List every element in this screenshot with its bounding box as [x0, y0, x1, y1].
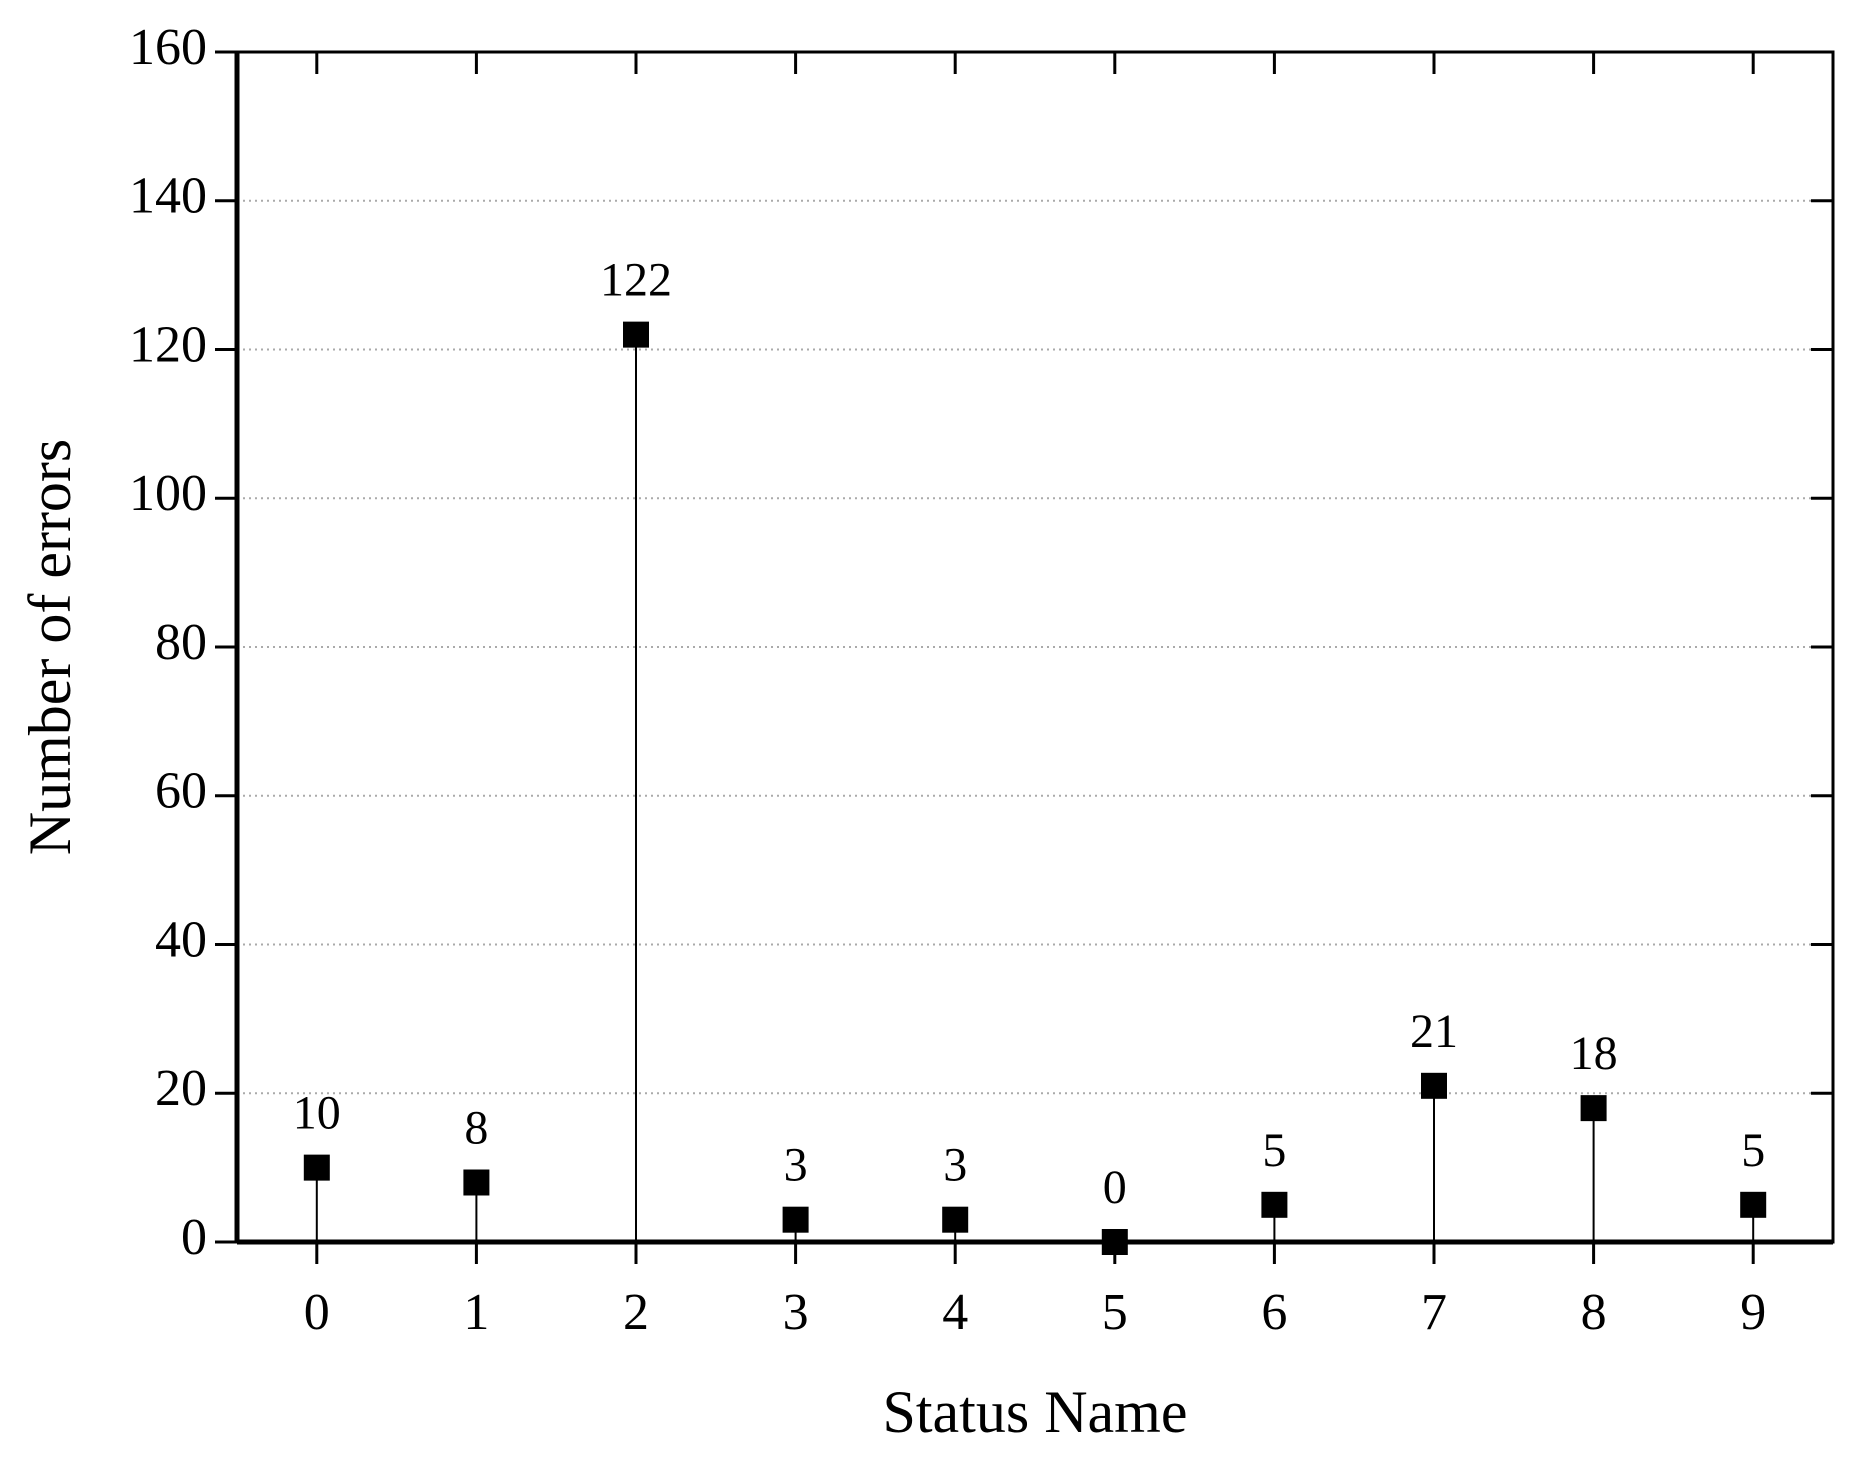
x-tick-label: 2 — [623, 1284, 649, 1341]
y-tick-label: 100 — [129, 465, 207, 522]
marker — [782, 1206, 809, 1233]
value-label: 8 — [464, 1102, 488, 1155]
x-axis-label: Status Name — [883, 1379, 1188, 1445]
marker — [1261, 1191, 1288, 1218]
x-tick-label: 9 — [1740, 1284, 1766, 1341]
value-label: 0 — [1103, 1161, 1127, 1214]
marker — [1101, 1229, 1128, 1255]
value-label: 10 — [293, 1087, 341, 1140]
value-label: 21 — [1410, 1005, 1458, 1058]
y-tick-label: 140 — [129, 168, 207, 225]
x-tick-label: 0 — [304, 1284, 330, 1341]
marker — [1580, 1095, 1607, 1122]
marker — [463, 1169, 490, 1196]
value-label: 5 — [1741, 1124, 1765, 1177]
value-label: 3 — [943, 1139, 967, 1192]
value-label: 3 — [784, 1139, 808, 1192]
marker — [303, 1154, 330, 1181]
x-tick-label: 8 — [1581, 1284, 1607, 1341]
y-tick-label: 80 — [155, 614, 207, 671]
y-tick-label: 40 — [155, 911, 207, 968]
y-tick-label: 120 — [129, 316, 207, 373]
value-label: 122 — [600, 254, 672, 307]
marker — [1740, 1191, 1767, 1218]
x-tick-label: 7 — [1421, 1284, 1447, 1341]
y-axis-label: Number of errors — [17, 439, 83, 856]
marker — [942, 1206, 969, 1233]
x-tick-label: 1 — [463, 1284, 489, 1341]
marker — [623, 321, 649, 348]
y-tick-label: 60 — [155, 763, 207, 820]
y-tick-label: 160 — [129, 19, 207, 76]
x-tick-label: 6 — [1261, 1284, 1287, 1341]
y-tick-label: 20 — [155, 1060, 207, 1117]
y-tick-label: 0 — [181, 1209, 207, 1266]
x-tick-label: 4 — [942, 1284, 968, 1341]
x-tick-label: 3 — [783, 1284, 809, 1341]
x-tick-label: 5 — [1102, 1284, 1128, 1341]
marker — [1421, 1072, 1447, 1099]
value-label: 5 — [1262, 1124, 1286, 1177]
value-label: 18 — [1570, 1027, 1618, 1080]
